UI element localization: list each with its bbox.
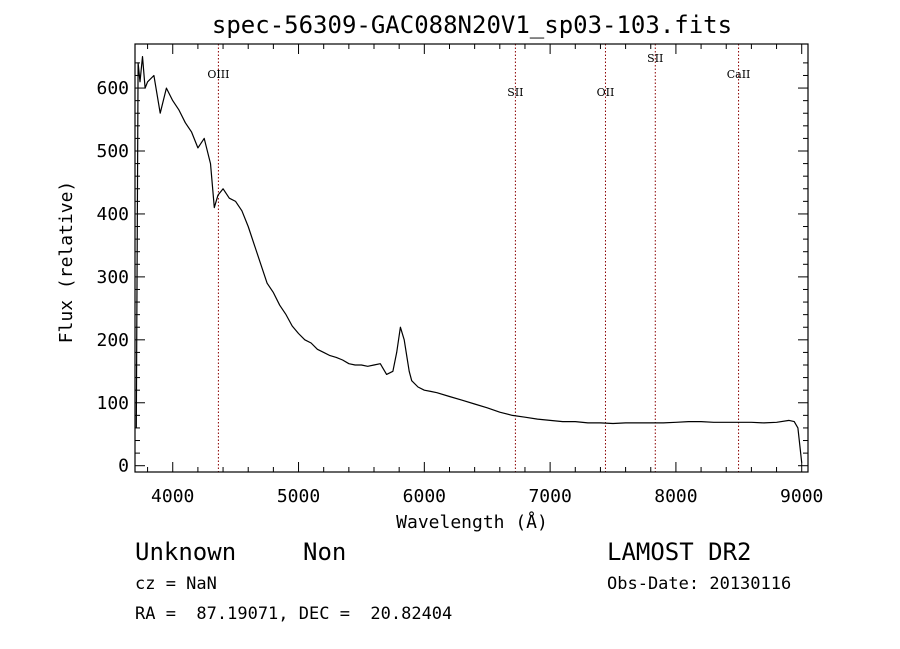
- tick-labels: 4000 5000 6000 7000 8000 9000 0 100 200 300 400 500…: [96, 78, 823, 507]
- spectrum-chart: spec-56309-GAC088N20V1_sp03-103.fits OII…: [56, 11, 823, 533]
- x-tick-label: 5000: [277, 486, 320, 507]
- series-layer: [135, 55, 803, 463]
- plot-frame: [134, 43, 809, 473]
- x-tick-label: 7000: [528, 486, 571, 507]
- x-tick-label: 6000: [403, 486, 446, 507]
- y-tick-label: 300: [96, 267, 129, 288]
- x-tick-label: 8000: [654, 486, 697, 507]
- object-class: Unknown: [135, 538, 237, 566]
- axis-ticks: [135, 44, 808, 472]
- chart-title: spec-56309-GAC088N20V1_sp03-103.fits: [212, 11, 732, 39]
- object-subclass: Non: [303, 538, 347, 566]
- x-tick-label: 4000: [151, 486, 194, 507]
- annotation-label: SII: [647, 52, 663, 65]
- obs-date: Obs-Date: 20130116: [607, 574, 792, 594]
- y-axis-label: Flux (relative): [56, 181, 77, 344]
- y-tick-label: 400: [96, 204, 129, 225]
- y-tick-label: 500: [96, 141, 129, 162]
- y-tick-label: 0: [118, 456, 129, 477]
- x-axis-label: Wavelength (Å): [396, 511, 548, 533]
- emission-line-markers: OIII SII OII SII CaII: [207, 44, 750, 472]
- spectrum-line: [135, 55, 803, 463]
- annotation-label: CaII: [727, 68, 751, 81]
- y-tick-label: 600: [96, 78, 129, 99]
- y-tick-label: 200: [96, 330, 129, 351]
- annotation-label: OIII: [207, 68, 229, 81]
- survey-name: LAMOST DR2: [607, 538, 752, 566]
- y-tick-label: 100: [96, 393, 129, 414]
- coordinates-text: RA = 87.19071, DEC = 20.82404: [135, 604, 453, 624]
- annotation-label: OII: [597, 86, 615, 99]
- x-tick-label: 9000: [780, 486, 823, 507]
- annotation-label: SII: [507, 86, 523, 99]
- redshift-text: cz = NaN: [135, 574, 217, 594]
